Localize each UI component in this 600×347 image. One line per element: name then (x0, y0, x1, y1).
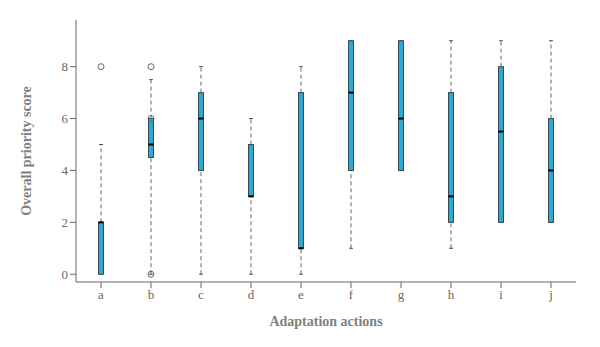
svg-text:Overall priority score: Overall priority score (19, 86, 34, 216)
svg-text:g: g (398, 287, 405, 302)
svg-text:2: 2 (62, 215, 69, 230)
svg-text:6: 6 (62, 111, 69, 126)
svg-text:a: a (98, 287, 104, 302)
svg-text:4: 4 (62, 163, 69, 178)
svg-text:8: 8 (62, 59, 69, 74)
svg-text:b: b (148, 287, 155, 302)
svg-text:d: d (248, 287, 255, 302)
svg-text:Adaptation actions: Adaptation actions (269, 314, 383, 329)
svg-text:h: h (448, 287, 455, 302)
svg-text:f: f (349, 287, 354, 302)
svg-text:c: c (198, 287, 204, 302)
svg-text:e: e (298, 287, 304, 302)
svg-text:0: 0 (62, 267, 69, 282)
svg-text:j: j (548, 287, 553, 302)
svg-text:i: i (499, 287, 503, 302)
